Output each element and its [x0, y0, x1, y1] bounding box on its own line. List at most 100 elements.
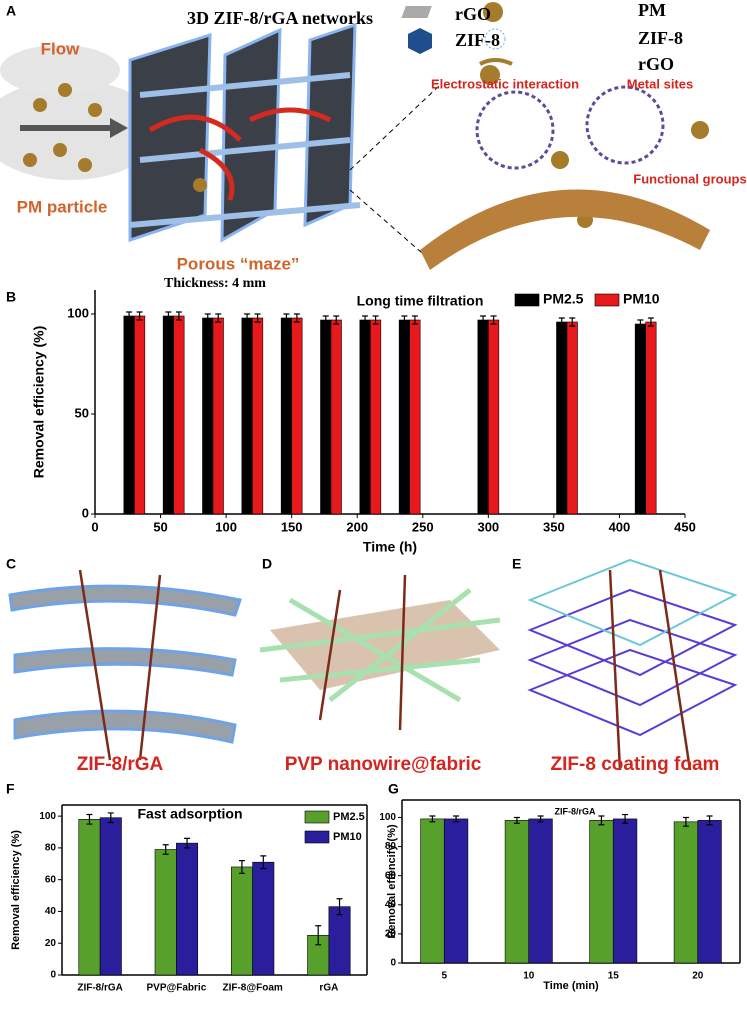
- panel-label: A: [6, 3, 16, 19]
- bar: [328, 906, 351, 976]
- legend-label: PM: [638, 0, 666, 20]
- panel-label: E: [512, 556, 521, 572]
- error-bar: [336, 898, 343, 916]
- bar: [176, 842, 199, 976]
- y-axis-label: Removal efficiency (%): [10, 830, 22, 950]
- error-bar: [647, 317, 654, 327]
- x-tick-label: 150: [281, 519, 303, 534]
- error-bar: [126, 311, 133, 321]
- error-bar: [165, 311, 172, 321]
- panel-e-art: [527, 558, 738, 737]
- panel-label: G: [388, 781, 399, 797]
- bar: [612, 818, 638, 964]
- error-bar: [429, 815, 436, 823]
- callout: Electrostatic interaction: [431, 76, 579, 91]
- bar: [291, 317, 303, 515]
- legend-swatch: [304, 830, 330, 844]
- bar: [123, 315, 135, 515]
- x-tick-label: 5: [441, 971, 447, 982]
- bar: [673, 821, 699, 964]
- error-bar: [622, 813, 629, 824]
- y-tick-label: 100: [39, 811, 56, 822]
- panel-label: B: [6, 289, 16, 305]
- bar: [420, 818, 445, 964]
- legend-label: rGO: [455, 4, 491, 24]
- label: Thickness: 4 mm: [164, 276, 266, 291]
- y-axis-label: Removal effencify (%): [386, 824, 398, 939]
- bar: [477, 319, 489, 515]
- flow-arrows: [78, 569, 692, 771]
- x-tick-label: 250: [412, 519, 434, 534]
- bar: [202, 317, 214, 515]
- error-bar: [204, 313, 211, 323]
- error-bar: [254, 313, 261, 323]
- bar: [330, 319, 342, 515]
- callout: Metal sites: [627, 76, 693, 91]
- error-bar: [513, 816, 520, 824]
- bar: [504, 820, 530, 964]
- error-bar: [362, 315, 369, 325]
- caption: ZIF-8/rGA: [77, 754, 164, 775]
- callout: Functional groups: [633, 171, 746, 186]
- error-bar: [480, 315, 487, 325]
- error-bar: [401, 315, 408, 325]
- x-tick-label: 100: [215, 519, 237, 534]
- error-bar: [162, 844, 169, 855]
- bar: [697, 820, 722, 964]
- error-bar: [372, 315, 379, 325]
- y-tick-label: 80: [385, 841, 397, 852]
- y-tick-label: 100: [67, 305, 89, 320]
- error-bar: [136, 311, 143, 321]
- error-bar: [490, 315, 497, 325]
- legend-label: ZIF-8: [455, 30, 500, 50]
- x-tick-label: ZIF-8@Foam: [222, 983, 282, 994]
- x-tick-label: 400: [609, 519, 631, 534]
- bar: [230, 866, 253, 976]
- x-tick-label: 0: [91, 519, 98, 534]
- error-bar: [558, 317, 565, 327]
- panel-label: D: [262, 556, 272, 572]
- bar: [556, 321, 568, 515]
- error-bar: [453, 815, 460, 823]
- error-bar: [315, 925, 322, 946]
- x-axis-label: Time (min): [543, 980, 599, 992]
- x-tick-label: 350: [543, 519, 565, 534]
- bar: [252, 861, 275, 976]
- error-bar: [537, 815, 544, 823]
- y-tick-label: 20: [385, 929, 397, 940]
- bar: [320, 319, 332, 515]
- legend-swatch: [594, 293, 620, 307]
- panel-d-art: [259, 588, 501, 703]
- x-tick-label: 20: [692, 971, 704, 982]
- bar: [252, 317, 264, 515]
- y-tick-label: 0: [390, 958, 396, 969]
- error-bar: [333, 315, 340, 325]
- bar: [409, 319, 421, 515]
- y-tick-label: 50: [75, 405, 89, 420]
- y-tick-label: 0: [82, 505, 89, 520]
- error-bar: [293, 313, 300, 323]
- error-bar: [322, 315, 329, 325]
- label: Porous “maze”: [177, 254, 300, 273]
- bar: [589, 820, 614, 964]
- error-bar: [411, 315, 418, 325]
- x-tick-label: 15: [608, 971, 620, 982]
- bar: [528, 818, 553, 964]
- y-tick-label: 0: [50, 970, 56, 981]
- bar: [645, 321, 657, 515]
- bar: [99, 817, 122, 976]
- error-bar: [107, 812, 114, 824]
- error-bar: [260, 855, 267, 870]
- annotation: ZIF-8/rGA: [554, 806, 596, 816]
- caption: PVP nanowire@fabric: [285, 754, 482, 775]
- legend-label: ZIF-8: [638, 28, 683, 48]
- bar: [78, 818, 101, 976]
- panel-label: C: [6, 556, 16, 572]
- legend-label: PM2.5: [543, 291, 584, 307]
- legend-label: PM10: [333, 831, 362, 843]
- error-bar: [244, 313, 251, 323]
- label: Flow: [41, 39, 80, 58]
- y-tick-label: 20: [45, 938, 57, 949]
- error-bar: [569, 317, 576, 327]
- x-tick-label: rGA: [319, 983, 338, 994]
